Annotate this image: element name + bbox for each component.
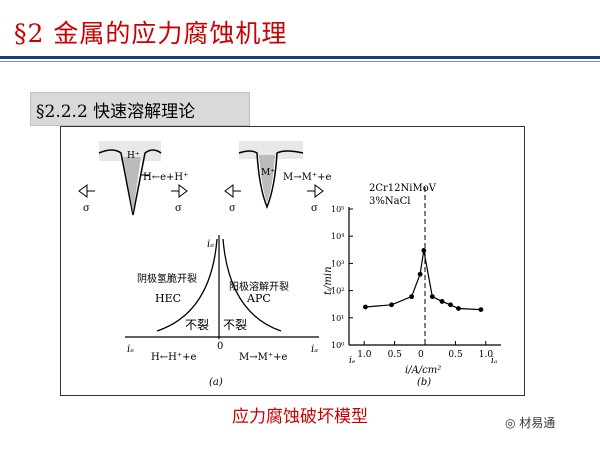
chart-data-point — [389, 302, 394, 308]
chart-x-tick-label: 0.5 — [388, 350, 403, 360]
chart-data-point — [417, 271, 423, 277]
figure-caption: 应力腐蚀破坏模型 — [232, 407, 368, 427]
chart-data-point — [448, 302, 453, 308]
chart-y-label: tᵢ/min — [323, 266, 334, 295]
title-divider-thin — [0, 61, 600, 62]
no-crack-left: 不裂 — [185, 318, 209, 332]
chart-y-tick-label: 10³ — [331, 259, 344, 268]
figure-svg: H⁺ H←e+H⁺ σ σ M⁺ M→M⁺+e σ σ — [78, 141, 501, 388]
apc-description: 阳极溶解开裂 — [229, 280, 289, 293]
crack2-ion: M⁺ — [261, 168, 275, 178]
cathodic-reaction: H←H⁺+e — [151, 352, 196, 363]
panel-b-label: (b) — [417, 377, 431, 388]
subtitle-box — [30, 92, 250, 126]
chart-x-end-right: iₐ — [491, 356, 497, 366]
panel-a-plot: iₑ 阴极氢脆开裂 HEC 阳极溶解开裂 APC 不裂 不裂 0 iₑ iₐ H… — [125, 235, 319, 388]
apc-label: APC — [246, 292, 271, 305]
chart-data-point — [421, 248, 427, 253]
slide-title: §2 金属的应力腐蚀机理 — [14, 19, 288, 48]
chart-x-end-left: iₑ — [349, 356, 356, 366]
watermark: ◎ 材易通 — [505, 414, 555, 431]
chart-x-tick-label: 0.5 — [448, 350, 463, 360]
apc-crack-schematic: M⁺ M→M⁺+e σ σ — [224, 141, 332, 214]
chart-y-tick-label: 10⁴ — [331, 232, 344, 241]
chart-x-tick-label: 1.0 — [479, 350, 494, 360]
chart-x-tick-label: 0 — [418, 350, 424, 360]
chart-subtitle: 3%NaCl — [369, 196, 410, 207]
panel-a-x-left: iₑ — [127, 344, 134, 355]
figure-panel: H⁺ H←e+H⁺ σ σ M⁺ M→M⁺+e σ σ — [60, 126, 525, 396]
chart-data-point — [439, 299, 445, 304]
section-subtitle: §2.2.2 快速溶解理论 — [36, 102, 196, 122]
title-divider — [0, 56, 600, 59]
hec-description: 阴极氢脆开裂 — [137, 272, 197, 285]
chart-y-tick-label: 10² — [331, 287, 344, 296]
chart-data-point — [429, 294, 435, 300]
sigma-label-3: σ — [229, 203, 236, 214]
chart-x-label: i/A/cm² — [405, 365, 441, 376]
chart-y-tick-label: 10⁰ — [331, 341, 344, 350]
chart-x-tick-label: 1.0 — [357, 350, 372, 360]
sigma-label-4: σ — [311, 203, 318, 214]
sigma-label-2: σ — [175, 203, 182, 214]
panel-a-y-axis: iₑ — [207, 239, 214, 250]
chart-y-tick-label: 10¹ — [331, 314, 344, 323]
chart-data-point — [409, 294, 415, 300]
panel-b-chart: 2Cr12NiMoV 3%NaCl tᵢ/min i/A/cm² iₑ iₐ (… — [323, 183, 501, 388]
chart-data-point — [363, 304, 368, 310]
panel-a-label: (a) — [209, 377, 223, 388]
hec-label: HEC — [155, 292, 181, 305]
wechat-icon: ◎ — [505, 416, 520, 430]
panel-a-x-right: iₐ — [311, 344, 318, 355]
chart-y-tick-label: 10⁵ — [331, 205, 344, 214]
crack1-reaction: H←e+H⁺ — [143, 172, 188, 183]
hec-crack-schematic: H⁺ H←e+H⁺ σ σ — [78, 141, 188, 216]
panel-a-origin: 0 — [217, 341, 223, 352]
watermark-text: 材易通 — [519, 416, 556, 430]
no-crack-right: 不裂 — [223, 318, 247, 332]
crack1-ion: H⁺ — [127, 151, 140, 161]
anodic-reaction: M→M⁺+e — [239, 352, 288, 363]
chart-title: 2Cr12NiMoV — [369, 183, 437, 194]
chart-data-point — [478, 307, 484, 313]
crack2-reaction: M→M⁺+e — [283, 172, 332, 183]
sigma-label-1: σ — [83, 203, 90, 214]
chart-fit-curve — [365, 250, 481, 311]
chart-data-point — [456, 306, 461, 311]
